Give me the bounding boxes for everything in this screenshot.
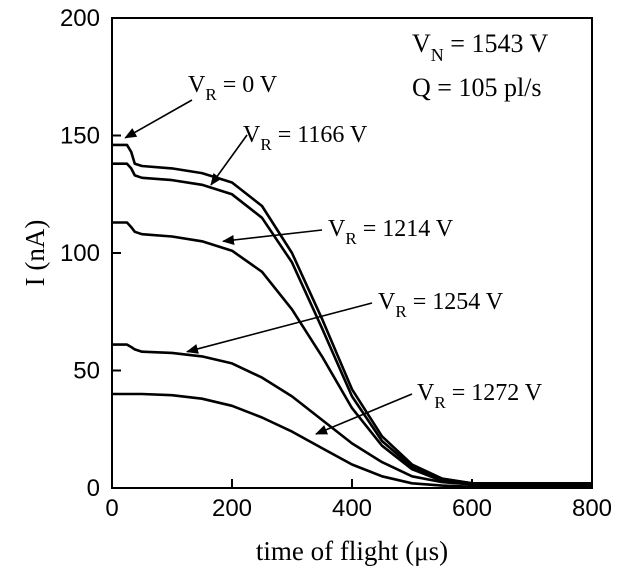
svg-text:VR = 1272 V: VR = 1272 V [417,380,543,412]
series-label-4: VR = 1272 V [315,380,543,435]
y-tick-label: 200 [60,5,100,32]
y-tick-label: 50 [73,358,100,385]
series-lines [112,143,592,489]
svg-text:VR = 1254 V: VR = 1254 V [378,289,504,321]
svg-text:VR = 1166 V: VR = 1166 V [243,122,368,154]
label-arrow-4 [315,393,413,435]
svg-text:VR = 0 V: VR = 0 V [188,72,278,104]
y-tick-label: 150 [60,123,100,150]
x-tick-label: 0 [105,495,118,522]
series-label-2: VR = 1214 V [222,216,454,248]
label-arrow-2 [222,229,323,245]
series-line-4 [112,392,592,489]
label-arrow-0 [124,99,193,139]
x-axis-title: time of flight (μs) [256,536,448,566]
x-tick-label: 400 [332,495,372,522]
axis-tick-labels: 0 200 400 600 800 0 50 100 150 200 [60,5,612,522]
label-arrow-1 [210,134,248,186]
series-line-3 [112,343,592,486]
series-label-3: VR = 1254 V [186,289,504,354]
series-annotations: VR = 0 V VR = 1166 V VR = 1214 V VR = 1254 … [124,72,543,435]
condition-text-1: Q = 105 pl/s [412,73,542,102]
series-line-1 [112,162,592,485]
x-tick-label: 800 [572,495,612,522]
x-tick-label: 200 [212,495,252,522]
series-line-0 [112,143,592,485]
svg-text:VR = 1214 V: VR = 1214 V [328,216,454,248]
y-axis-title: I (nA) [20,220,50,287]
x-tick-label: 600 [452,495,492,522]
label-arrow-3 [186,302,373,354]
series-label-1: VR = 1166 V [210,122,368,186]
condition-text-0: VN = 1543 V [412,29,548,65]
series-label-0: VR = 0 V [124,72,278,139]
condition-annotations: VN = 1543 V Q = 105 pl/s [412,29,548,102]
y-tick-label: 100 [60,240,100,267]
y-tick-label: 0 [87,475,100,502]
